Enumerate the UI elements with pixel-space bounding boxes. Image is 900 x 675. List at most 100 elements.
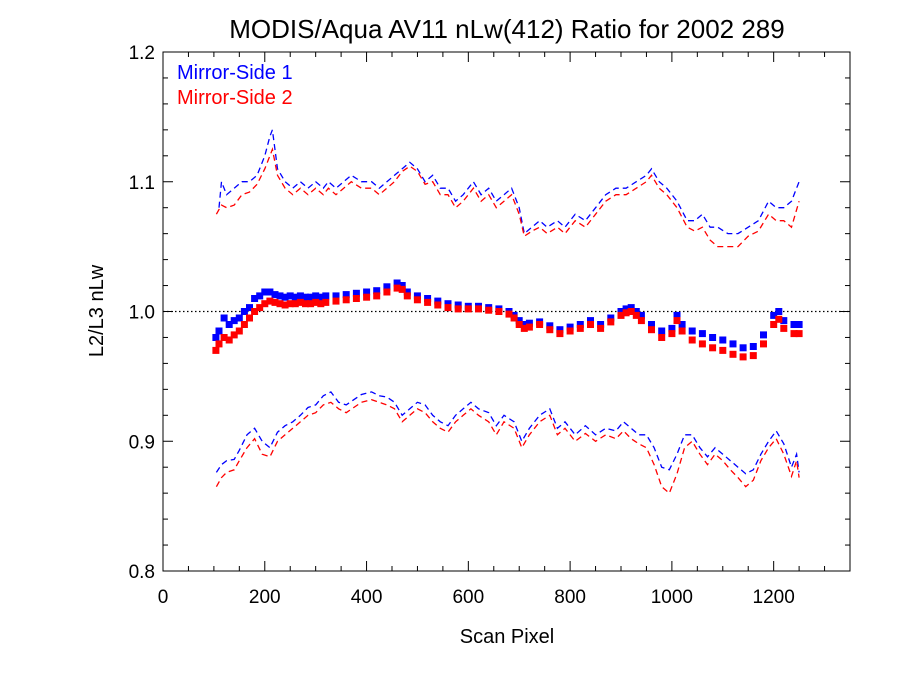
series-2-point: [291, 300, 299, 308]
series-1-point: [220, 314, 228, 322]
series-1-point: [525, 319, 533, 327]
series-2-points: [212, 284, 803, 361]
series-1-point: [342, 291, 350, 299]
x-tick-label: 800: [554, 587, 586, 608]
series-1-point: [281, 293, 289, 301]
series-2-point: [312, 298, 320, 306]
series-1-point: [658, 327, 666, 335]
series-2-point: [495, 308, 503, 315]
series-2-point: [709, 344, 717, 352]
series-1-point: [352, 289, 360, 297]
series-1-point: [286, 292, 294, 300]
series-2-point: [795, 330, 803, 338]
series-1-point: [266, 288, 274, 296]
series-1-point: [276, 292, 284, 300]
series-2-point: [266, 297, 274, 305]
series-1-point: [576, 321, 584, 328]
y-tick-label: 0.8: [129, 562, 155, 583]
series-2-point: [515, 321, 523, 328]
x-tick-label: 1000: [651, 587, 693, 608]
series-1-point: [729, 340, 737, 348]
series-1-point: [302, 293, 309, 301]
series-1-point: [261, 288, 269, 296]
series-2-point: [576, 324, 584, 332]
y-tick-label: 1.0: [129, 303, 155, 324]
series-1-point: [622, 305, 630, 313]
series-2-point: [403, 292, 411, 300]
series-2-point: [352, 295, 360, 302]
series-2-point: [307, 300, 315, 308]
series-2-point: [749, 352, 757, 360]
series-1-point: [587, 317, 594, 325]
series-2-point: [434, 301, 442, 309]
series-2-point: [760, 340, 767, 348]
series-2-point: [475, 305, 482, 313]
series-1-point: [307, 293, 315, 301]
series-2-point: [485, 306, 493, 314]
legend-entry-side1: Mirror-Side 1: [177, 62, 293, 84]
series-2-point: [719, 346, 727, 354]
series-2-point: [637, 317, 645, 325]
series-1-point: [363, 288, 371, 296]
y-tick-label: 1.1: [129, 173, 155, 194]
series-2-point: [383, 288, 391, 296]
series-1-point: [678, 321, 686, 328]
series-2-point: [317, 300, 325, 308]
series-1-point: [749, 343, 757, 350]
series-2-point: [510, 314, 518, 322]
series-2-point: [775, 315, 783, 323]
legend-entry-side2: Mirror-Side 2: [177, 87, 293, 109]
series-2-point: [698, 340, 706, 348]
series-1-upper-envelope: [218, 129, 800, 235]
series-1-point: [556, 326, 564, 334]
series-2-point: [413, 296, 421, 304]
series-2-point: [688, 336, 696, 344]
series-2-point: [673, 317, 681, 325]
y-tick-label: 0.9: [129, 432, 155, 453]
y-axis-label: L2/L3 nLw: [86, 264, 108, 357]
series-1-point: [434, 297, 442, 305]
series-1-point: [515, 317, 523, 325]
x-axis-label: Scan Pixel: [460, 626, 555, 648]
series-1-point: [235, 314, 243, 322]
series-2-point: [373, 292, 381, 300]
series-2-point: [520, 324, 528, 332]
series-1-point: [312, 292, 320, 300]
series-2-point: [332, 297, 340, 305]
series-1-lower-envelope: [215, 391, 800, 475]
series-1-point: [225, 321, 233, 328]
series-1-point: [648, 321, 655, 328]
series-2-point: [212, 346, 220, 354]
series-2-point: [556, 330, 564, 338]
series-2-point: [240, 321, 248, 328]
series-2-point: [780, 324, 788, 332]
legend: Mirror-Side 1 Mirror-Side 2: [177, 62, 293, 109]
series-2-point: [587, 321, 594, 328]
series-1-point: [212, 334, 220, 341]
series-2-point: [739, 353, 747, 361]
series-2-point: [648, 326, 655, 334]
series-2-point: [246, 314, 253, 322]
series-layer: [212, 129, 803, 495]
series-1-point: [627, 304, 635, 312]
series-1-point: [770, 311, 778, 319]
series-1-point: [373, 287, 381, 295]
series-2-point: [632, 311, 640, 319]
series-2-point: [215, 340, 223, 348]
x-tick-label: 400: [351, 587, 383, 608]
series-1-point: [230, 317, 238, 325]
series-1-point: [566, 323, 574, 331]
series-2-point: [271, 298, 279, 306]
series-2-point: [342, 296, 350, 304]
series-2-point: [505, 310, 513, 318]
series-1-point: [597, 321, 605, 328]
series-2-point: [566, 327, 574, 335]
series-2-point: [627, 308, 635, 315]
series-2-point: [398, 285, 406, 293]
series-2-point: [770, 321, 778, 328]
series-2-point: [668, 330, 676, 338]
chart-title: MODIS/Aqua AV11 nLw(412) Ratio for 2002 …: [229, 14, 784, 44]
series-1-point: [739, 344, 747, 352]
axes: 0 200 400 600 800 1000 1200 0.8 0.9 1.0 1.1 1.2: [129, 43, 850, 608]
